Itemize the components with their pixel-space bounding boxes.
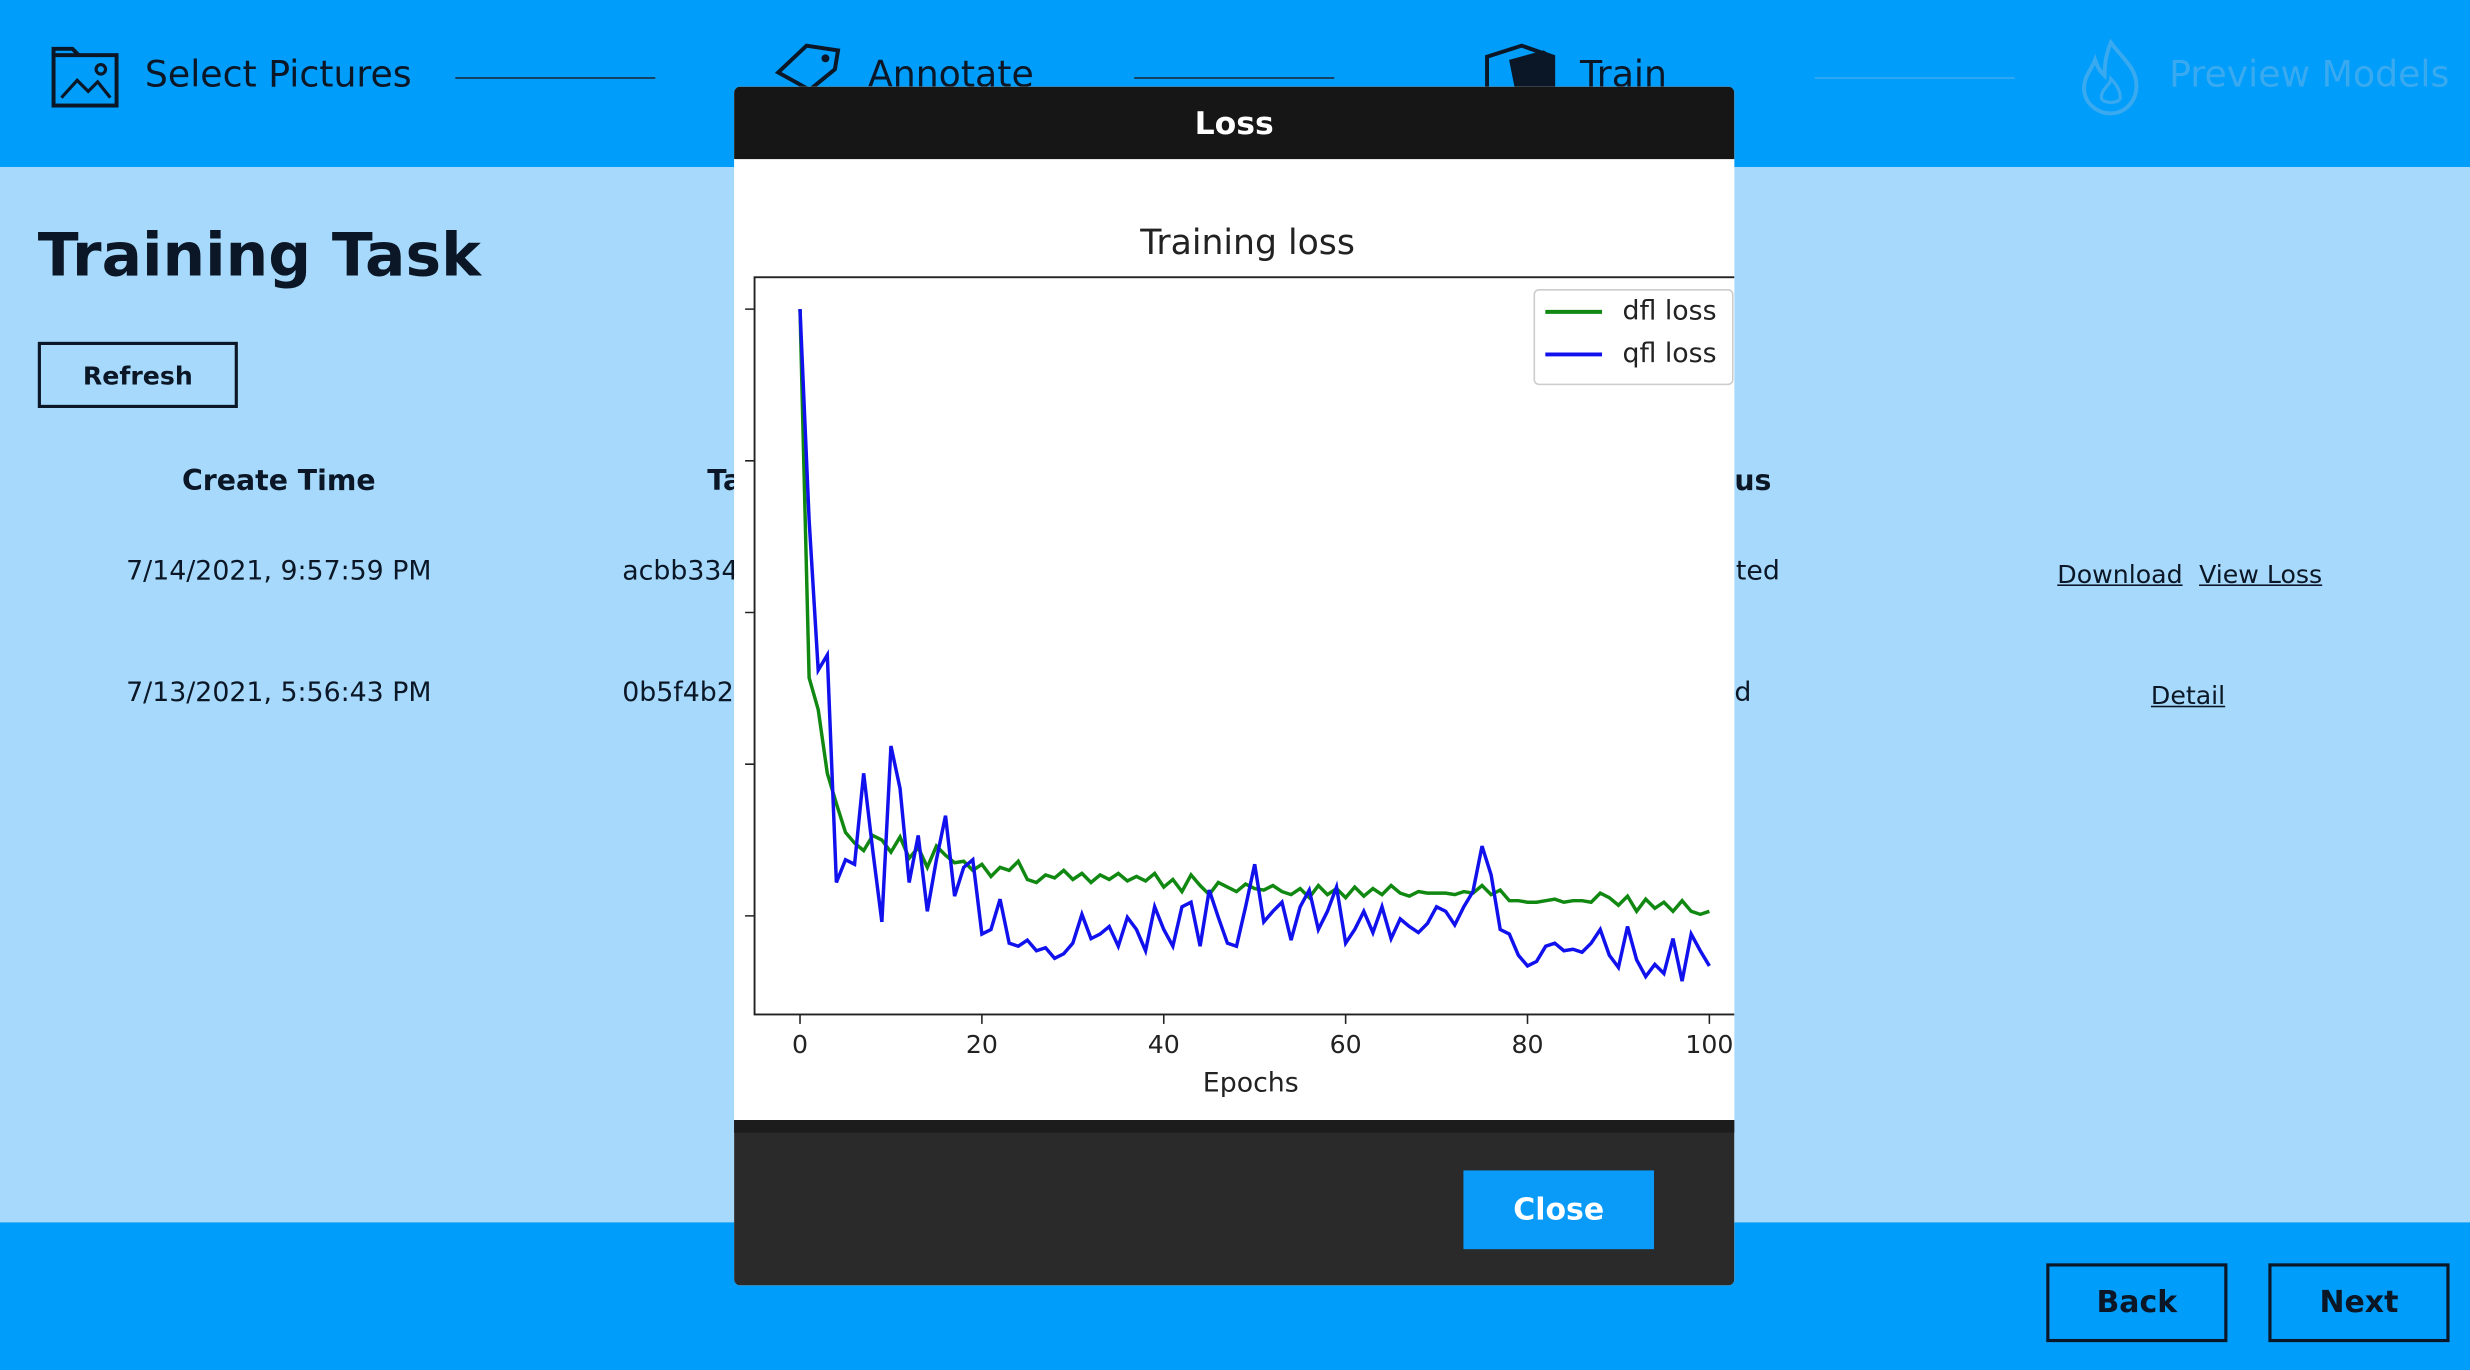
x-tick-label: 100 [1685, 1030, 1733, 1059]
plot-frame [753, 276, 1735, 1016]
preview-icon [2082, 38, 2139, 116]
loss-line [798, 309, 1710, 917]
status: d [1734, 677, 1752, 709]
step-line [1134, 77, 1335, 79]
step-line [455, 77, 656, 79]
task-id: acbb334 [622, 556, 739, 588]
x-tick-label: 60 [1330, 1030, 1362, 1059]
legend-label: qfl loss [1623, 338, 1717, 369]
annotate-icon [774, 43, 841, 92]
loss-modal: Loss Training loss Epochs 0 20 40 60 80 100 df… [734, 86, 1735, 1286]
detail-link[interactable]: Detail [2150, 680, 2226, 711]
status: ted [1735, 556, 1780, 588]
step-label[interactable]: Preview Models [2169, 55, 2450, 97]
loss-line [798, 309, 1711, 982]
page-title: Training Task [37, 220, 481, 290]
legend-label: dfl loss [1623, 295, 1717, 326]
back-button[interactable]: Back [2046, 1263, 2228, 1343]
x-tick-label: 40 [1148, 1030, 1180, 1059]
loss-chart: Training loss Epochs 0 20 40 60 80 100 dfl los… [745, 223, 1735, 1098]
download-link[interactable]: Download [2057, 559, 2183, 590]
step-label[interactable]: Select Pictures [144, 55, 412, 97]
view-loss-link[interactable]: View Loss [2199, 559, 2323, 590]
x-tick-label: 20 [966, 1030, 998, 1059]
create-time: 7/14/2021, 9:57:59 PM [126, 556, 432, 588]
train-icon [1485, 43, 1556, 92]
refresh-button[interactable]: Refresh [37, 341, 238, 408]
task-id: 0b5f4b2 [622, 677, 734, 709]
modal-title: Loss [734, 86, 1735, 160]
table-header: us [1734, 464, 1772, 498]
close-button[interactable]: Close [1463, 1170, 1655, 1250]
x-tick-label: 80 [1511, 1030, 1543, 1059]
next-button[interactable]: Next [2268, 1263, 2450, 1343]
x-axis-label: Epochs [1203, 1067, 1299, 1098]
pictures-icon [51, 46, 119, 108]
chart-title: Training loss [1139, 223, 1355, 263]
create-time: 7/13/2021, 5:56:43 PM [126, 677, 432, 709]
step-line [1814, 77, 2015, 79]
table-header: Create Time [181, 464, 376, 498]
x-tick-label: 0 [792, 1030, 808, 1059]
